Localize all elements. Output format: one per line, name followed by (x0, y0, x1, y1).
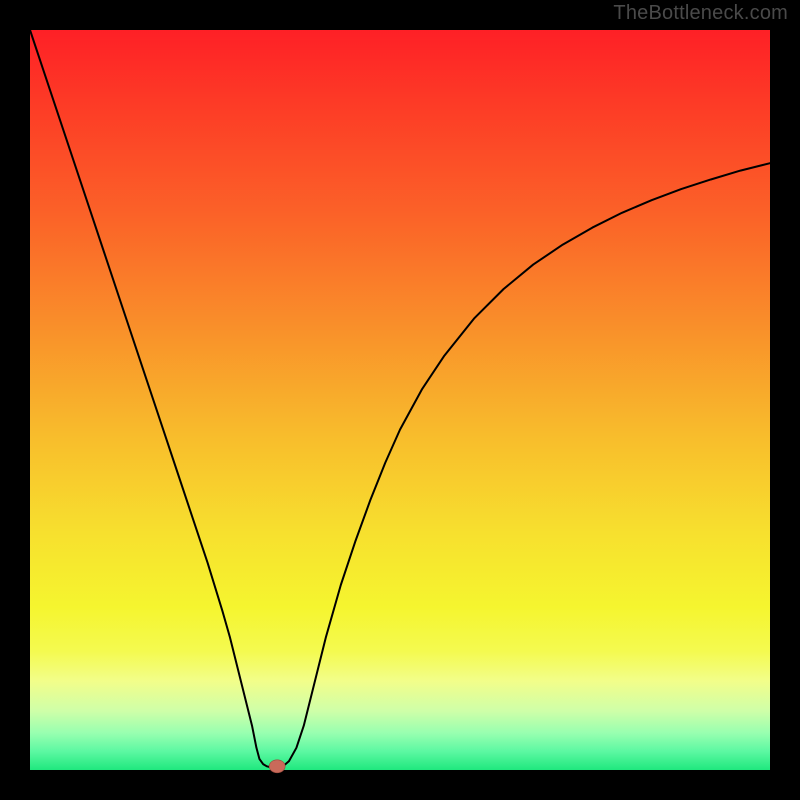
plot-area (30, 30, 770, 770)
optimal-point-marker (269, 760, 285, 773)
bottleneck-curve-chart (0, 0, 800, 800)
chart-container: TheBottleneck.com (0, 0, 800, 800)
watermark-text: TheBottleneck.com (613, 2, 788, 25)
